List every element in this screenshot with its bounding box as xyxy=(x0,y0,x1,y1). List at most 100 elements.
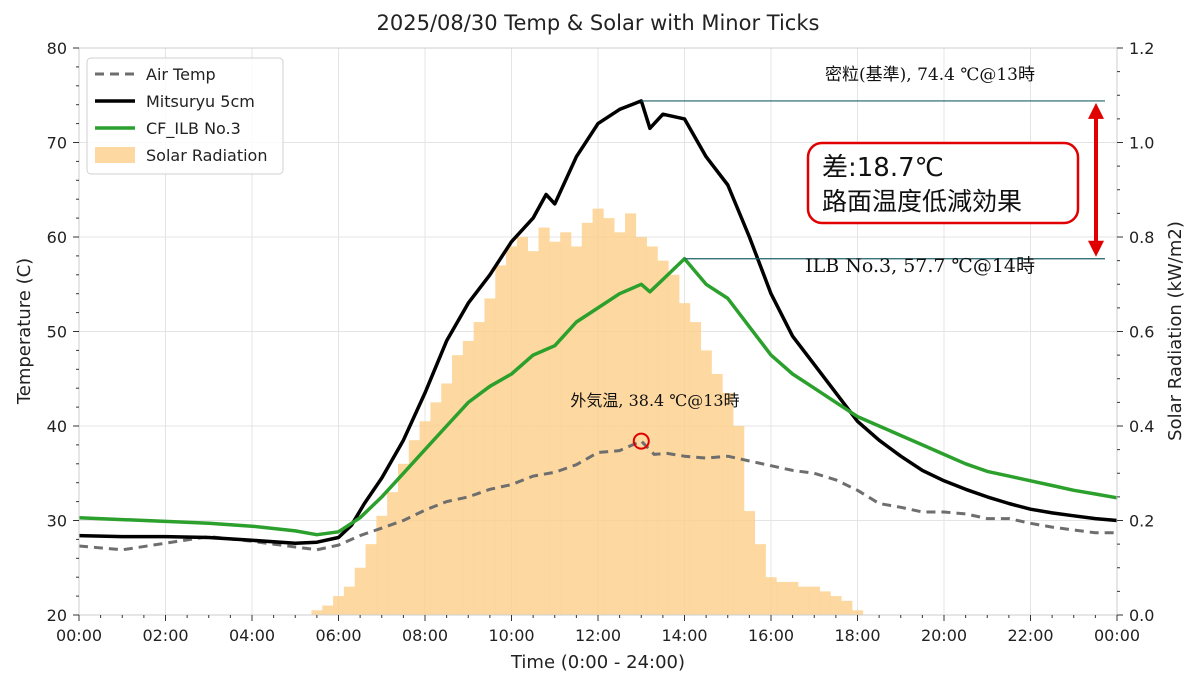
solar-bar xyxy=(679,303,691,615)
legend-label: Air Temp xyxy=(146,65,216,84)
solar-bar xyxy=(441,383,453,615)
y2-tick-label: 1.2 xyxy=(1129,39,1154,58)
solar-bar xyxy=(376,515,388,615)
annotations: 密粒(基準), 74.4 ℃@13時 ILB No.3, 57.7 ℃@14時外気… xyxy=(570,65,1105,450)
solar-bar xyxy=(852,610,864,615)
solar-bar xyxy=(408,440,420,615)
solar-bar xyxy=(354,567,366,615)
solar-bar xyxy=(516,237,529,615)
solar-bar xyxy=(819,591,831,615)
solar-bar xyxy=(668,274,680,615)
mitsuryu-peak-label: 密粒(基準), 74.4 ℃@13時 xyxy=(825,65,1035,85)
ilb-peak-label: ILB No.3, 57.7 ℃@14時 xyxy=(805,255,1035,277)
solar-bar xyxy=(841,600,853,615)
x-axis-label: Time (0:00 - 24:00) xyxy=(510,652,685,673)
x-tick-label: 04:00 xyxy=(229,626,275,645)
y2-tick-label: 1.0 xyxy=(1129,134,1154,153)
solar-bar xyxy=(419,421,431,615)
solar-bar xyxy=(808,586,820,615)
air-peak-label: 外気温, 38.4 ℃@13時 xyxy=(570,391,739,410)
solar-bar xyxy=(592,208,604,615)
solar-bar xyxy=(722,392,734,615)
solar-bar xyxy=(333,596,345,615)
x-tick-label: 08:00 xyxy=(402,626,448,645)
series-line-air-temp xyxy=(78,439,1117,552)
solar-bar xyxy=(322,605,334,615)
solar-bar xyxy=(733,426,745,615)
y-tick-label: 60 xyxy=(47,228,67,247)
solar-bar xyxy=(657,260,669,615)
solar-bars xyxy=(311,208,864,616)
y2-axis-label: Solar Radiation (kW/m2) xyxy=(1165,221,1186,441)
solar-bar xyxy=(311,610,323,615)
solar-bar xyxy=(603,218,615,615)
solar-bar xyxy=(462,340,474,615)
y-tick-label: 80 xyxy=(47,39,67,58)
x-tick-label: 06:00 xyxy=(315,626,361,645)
solar-bar xyxy=(776,581,788,615)
solar-bar xyxy=(397,463,410,615)
x-tick-label: 14:00 xyxy=(661,626,707,645)
legend-label: Mitsuryu 5cm xyxy=(146,92,255,111)
solar-bar xyxy=(343,586,356,615)
diff-value-text: 差:18.7℃ xyxy=(822,153,944,183)
x-tick-label: 02:00 xyxy=(142,626,188,645)
x-tick-label: 00:00 xyxy=(56,626,102,645)
solar-bar xyxy=(700,350,712,615)
y2-tick-label: 0.0 xyxy=(1129,606,1154,625)
y-tick-label: 70 xyxy=(47,134,67,153)
chart-title: 2025/08/30 Temp & Solar with Minor Ticks xyxy=(377,11,820,35)
solar-bar xyxy=(646,246,658,615)
solar-bar xyxy=(625,213,637,615)
solar-bar xyxy=(614,232,626,615)
legend: Air Temp Mitsuryu 5cm CF_ILB No.3 Solar Rad… xyxy=(86,57,284,175)
series-line-cf-ilb-no-3 xyxy=(78,256,1118,537)
legend-label: Solar Radiation xyxy=(146,146,267,165)
y-axis-label: Temperature (C) xyxy=(14,258,35,405)
solar-bar xyxy=(473,322,485,615)
diff-arrow-head-top xyxy=(1088,102,1104,119)
solar-bar xyxy=(711,374,723,615)
solar-bar xyxy=(581,222,593,615)
solar-bar xyxy=(387,492,399,615)
solar-bar xyxy=(549,241,561,615)
legend-label: CF_ILB No.3 xyxy=(146,119,241,139)
y-tick-label: 30 xyxy=(47,512,67,531)
solar-bar xyxy=(484,298,496,615)
air-peak-marker xyxy=(632,432,650,450)
solar-bar xyxy=(430,402,442,615)
solar-bar xyxy=(452,355,464,615)
x-tick-label: 10:00 xyxy=(488,626,534,645)
x-tick-label: 12:00 xyxy=(575,626,621,645)
solar-bar xyxy=(538,227,550,616)
diff-arrow-head-bottom xyxy=(1088,240,1104,257)
x-tick-label: 00:00 xyxy=(1094,626,1140,645)
x-tick-label: 18:00 xyxy=(834,626,880,645)
solar-bar xyxy=(527,251,539,616)
solar-bar xyxy=(570,246,583,615)
legend-swatch xyxy=(95,147,135,163)
axes: 00:00 02:00 04:00 06:00 08:00 10:00 12:00 14:00… xyxy=(47,39,1155,645)
diff-box xyxy=(806,141,1080,225)
legend-box xyxy=(86,57,284,175)
y2-tick-label: 0.2 xyxy=(1129,512,1154,531)
y2-tick-label: 0.6 xyxy=(1129,323,1154,342)
y2-tick-label: 0.8 xyxy=(1129,228,1154,247)
y-tick-label: 40 xyxy=(47,417,67,436)
solar-bar xyxy=(830,596,842,615)
solar-bar xyxy=(560,232,572,615)
solar-bar xyxy=(495,265,507,615)
x-tick-label: 22:00 xyxy=(1007,626,1053,645)
y2-tick-label: 0.4 xyxy=(1129,417,1154,436)
solar-bar xyxy=(743,511,756,615)
solar-bar xyxy=(689,322,702,615)
solar-bar xyxy=(798,586,810,615)
diff-effect-text: 路面温度低減効果 xyxy=(822,187,1022,216)
solar-bar xyxy=(754,544,766,615)
solar-bar xyxy=(365,544,377,615)
solar-bar xyxy=(765,577,777,615)
y-tick-label: 20 xyxy=(47,606,67,625)
y-tick-label: 50 xyxy=(47,323,67,342)
solar-bar xyxy=(506,246,518,615)
